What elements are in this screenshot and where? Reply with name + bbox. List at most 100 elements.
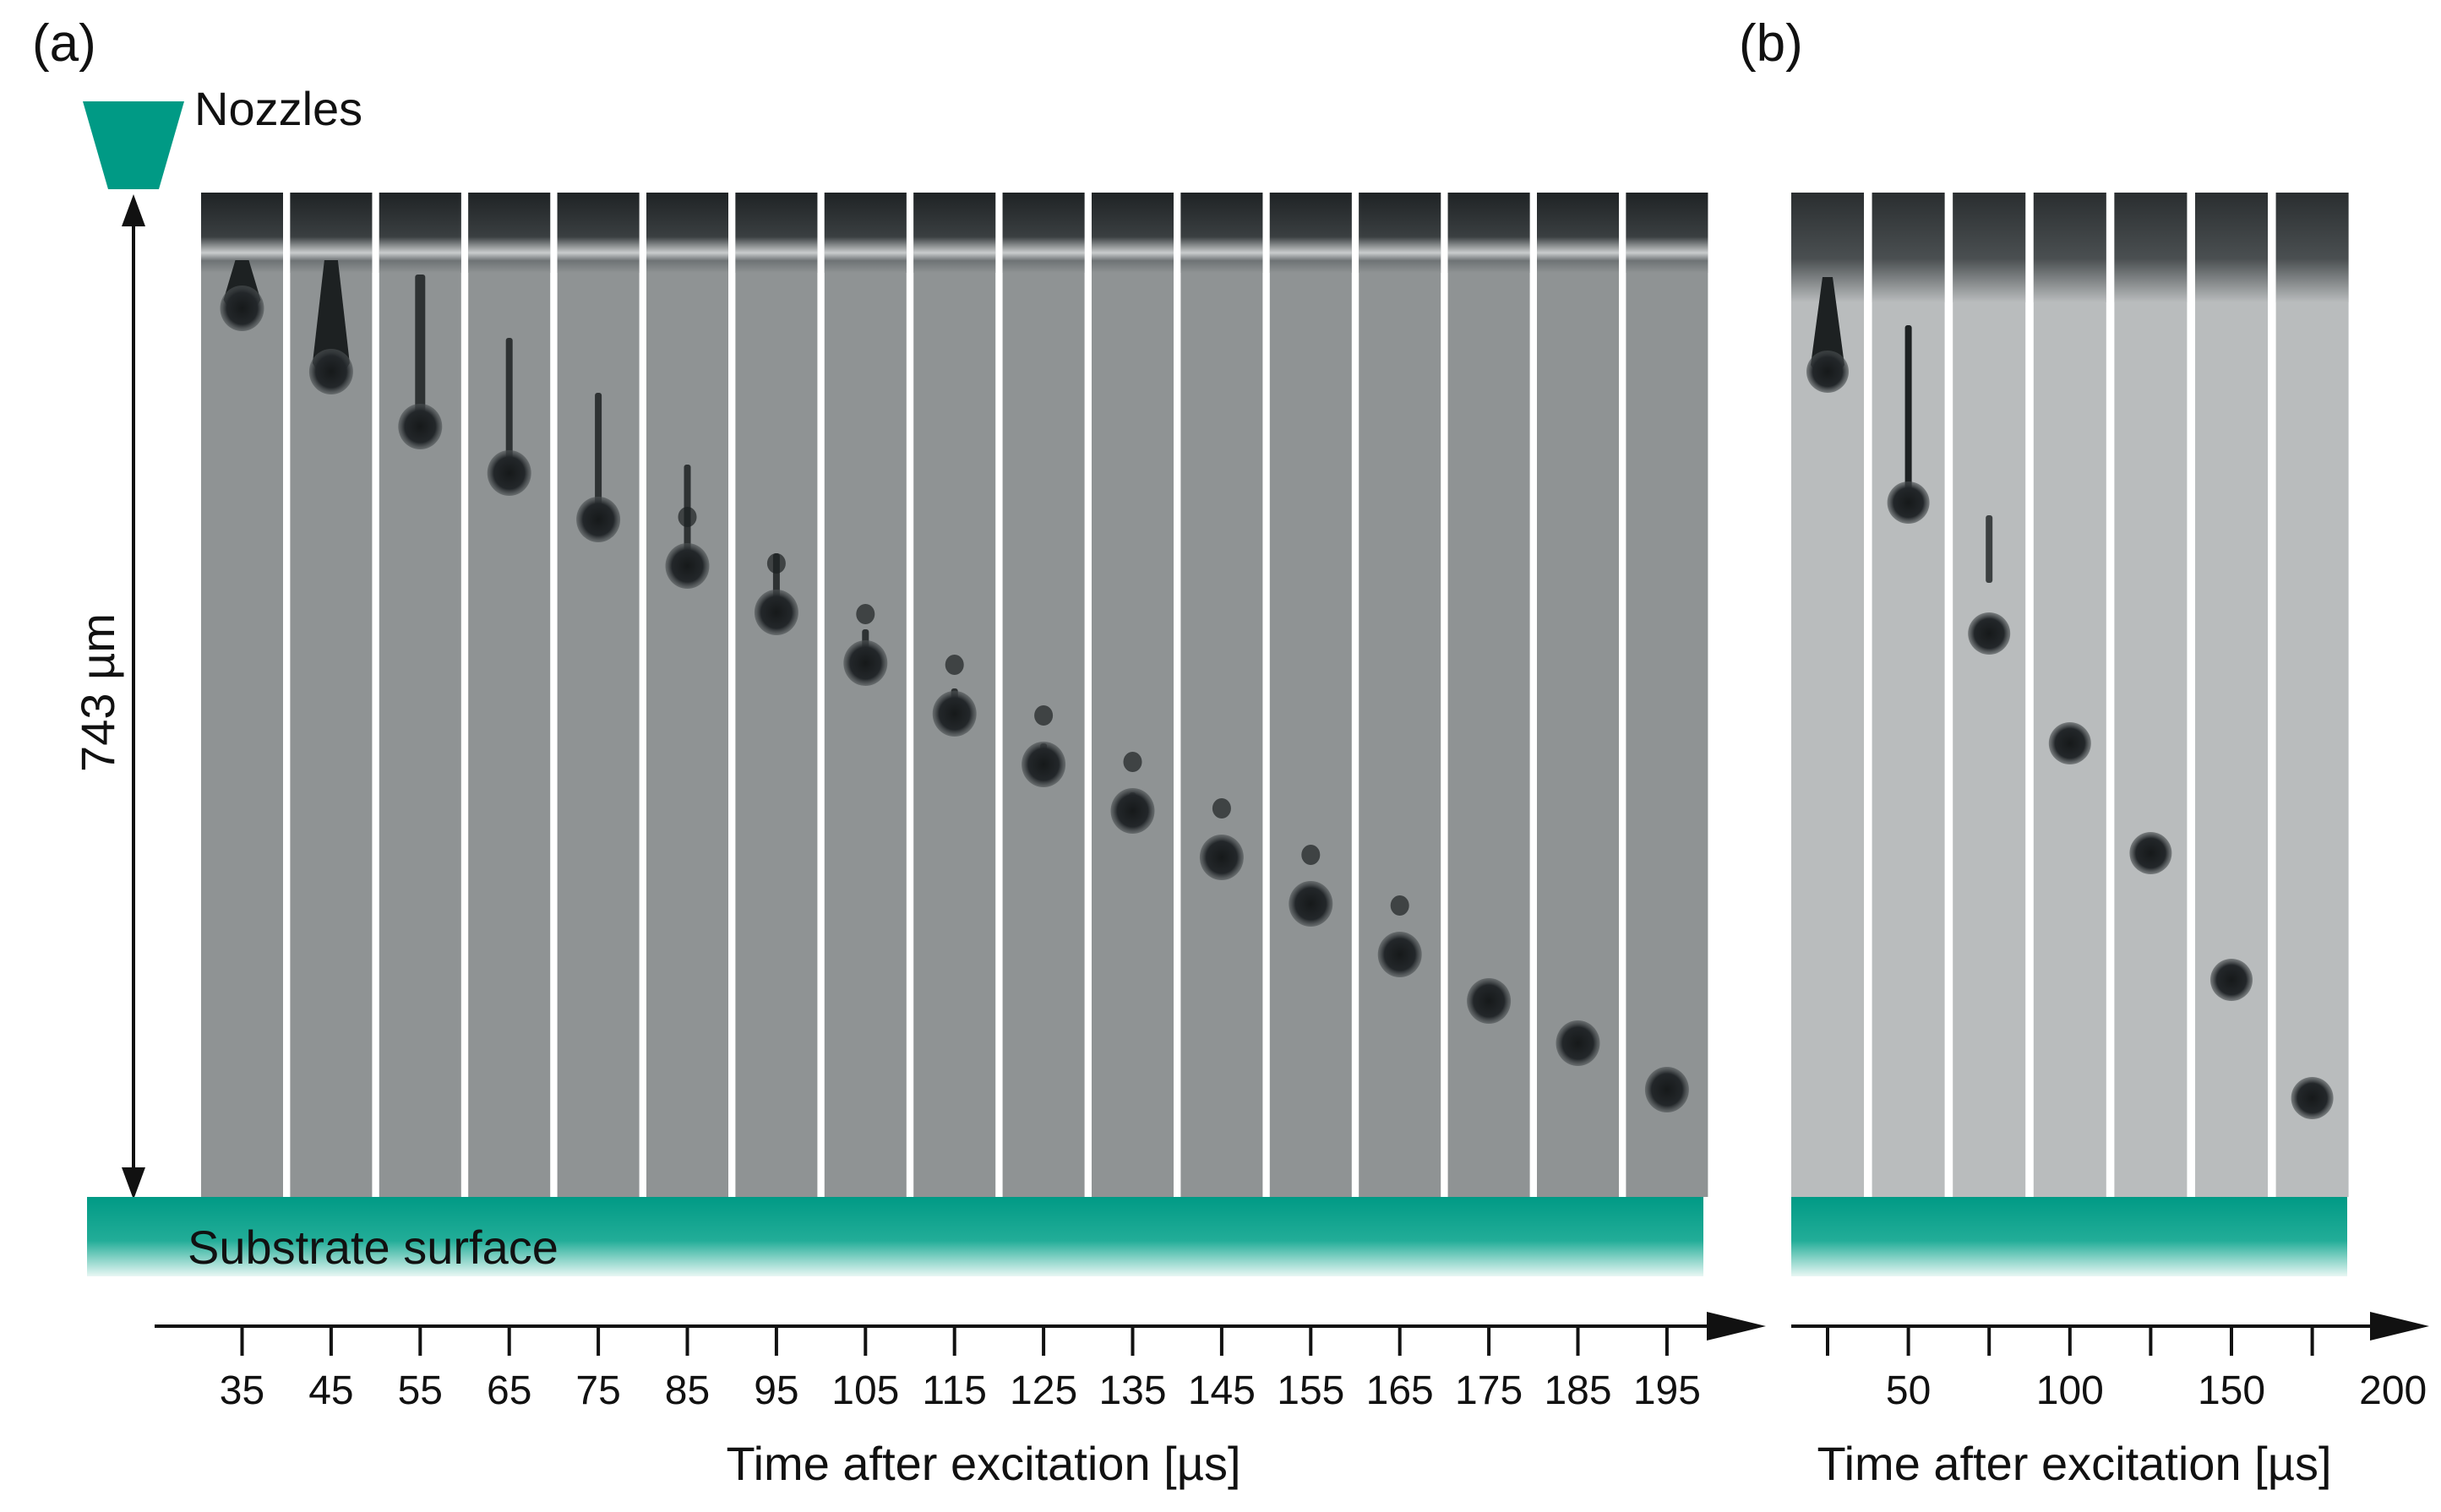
satellite-droplet bbox=[678, 507, 697, 527]
droplet bbox=[1644, 1067, 1689, 1112]
droplet bbox=[1110, 788, 1155, 834]
droplet-tail bbox=[505, 338, 513, 465]
frame-background bbox=[201, 193, 283, 1197]
droplet-neck bbox=[312, 260, 350, 379]
panel-b-ticks: 50 100 150 200 bbox=[1826, 1326, 2427, 1413]
nozzle-band bbox=[2033, 193, 2106, 302]
frame-a-65 bbox=[468, 193, 551, 1197]
nozzle-band bbox=[1872, 193, 1945, 302]
droplet bbox=[220, 286, 264, 331]
droplet bbox=[754, 590, 798, 635]
droplet bbox=[2291, 1077, 2334, 1119]
substrate-label: Substrate surface bbox=[188, 1221, 558, 1274]
frame-background bbox=[2275, 193, 2349, 1197]
frame-background bbox=[2195, 193, 2268, 1197]
time-axis-a-arrowhead bbox=[1707, 1312, 1766, 1341]
frame-b-125 bbox=[2114, 193, 2188, 1197]
frame-background bbox=[1269, 193, 1352, 1197]
droplet bbox=[1199, 835, 1244, 880]
panel-b-frames bbox=[1791, 193, 2349, 1197]
frame-background bbox=[2033, 193, 2106, 1197]
droplet bbox=[843, 640, 888, 686]
panel-a-xlabel: Time after excitation [µs] bbox=[726, 1437, 1240, 1490]
frame-a-185 bbox=[1537, 193, 1619, 1197]
droplet-tail bbox=[595, 393, 602, 511]
nozzle-band bbox=[290, 193, 373, 273]
nozzle-band bbox=[646, 193, 728, 273]
frame-a-45 bbox=[290, 193, 373, 1197]
nozzle-label: Nozzles bbox=[194, 82, 362, 135]
frame-a-195 bbox=[1626, 193, 1708, 1197]
frame-background bbox=[1180, 193, 1263, 1197]
frame-b-100 bbox=[2033, 193, 2106, 1197]
frame-a-35 bbox=[201, 193, 283, 1197]
frame-a-75 bbox=[557, 193, 640, 1197]
nozzle-band bbox=[2275, 193, 2349, 302]
tick-label: 95 bbox=[754, 1368, 798, 1413]
frame-background bbox=[1626, 193, 1708, 1197]
tick-label: 100 bbox=[2036, 1368, 2104, 1413]
frame-background bbox=[2114, 193, 2188, 1197]
droplet bbox=[2129, 832, 2172, 874]
panel-a-label: (a) bbox=[32, 14, 96, 73]
tick-label: 45 bbox=[308, 1368, 353, 1413]
frame-background bbox=[1359, 193, 1441, 1197]
frame-background bbox=[1002, 193, 1085, 1197]
nozzle-band bbox=[468, 193, 551, 273]
panel-b-label: (b) bbox=[1739, 14, 1803, 73]
droplet bbox=[1968, 612, 2011, 655]
frame-background bbox=[1092, 193, 1174, 1197]
tick-label: 145 bbox=[1188, 1368, 1256, 1413]
nozzle-band bbox=[2195, 193, 2268, 302]
frame-a-85 bbox=[646, 193, 728, 1197]
distance-arrow-head-up bbox=[122, 194, 145, 226]
frame-a-135 bbox=[1092, 193, 1174, 1197]
tick-label: 200 bbox=[2359, 1368, 2427, 1413]
tick-label: 165 bbox=[1366, 1368, 1434, 1413]
tick-label: 50 bbox=[1886, 1368, 1931, 1413]
frame-background bbox=[557, 193, 640, 1197]
distance-arrow-head-down bbox=[122, 1167, 145, 1199]
droplet bbox=[1467, 978, 1512, 1024]
tick-label: 115 bbox=[922, 1368, 987, 1413]
frame-b-50 bbox=[1872, 193, 1945, 1197]
nozzle-band bbox=[1180, 193, 1263, 273]
frame-a-105 bbox=[824, 193, 907, 1197]
tick-label: 185 bbox=[1544, 1368, 1611, 1413]
frame-a-95 bbox=[735, 193, 818, 1197]
droplet bbox=[1289, 881, 1333, 927]
tick-label: 85 bbox=[665, 1368, 710, 1413]
tick-label: 65 bbox=[487, 1368, 531, 1413]
frame-background bbox=[824, 193, 907, 1197]
nozzle-icon bbox=[83, 101, 184, 189]
time-axis-b-arrowhead bbox=[2370, 1312, 2429, 1341]
nozzle-band bbox=[1537, 193, 1619, 273]
droplet bbox=[665, 543, 710, 589]
droplet-tail bbox=[415, 275, 426, 418]
tick-label: 195 bbox=[1633, 1368, 1701, 1413]
tick-label: 75 bbox=[575, 1368, 620, 1413]
droplet bbox=[398, 404, 443, 449]
droplet bbox=[1556, 1020, 1600, 1066]
frame-background bbox=[1447, 193, 1530, 1197]
satellite-droplet bbox=[1390, 895, 1409, 916]
droplet bbox=[1887, 481, 1930, 524]
nozzle-band bbox=[1092, 193, 1174, 273]
nozzle-band bbox=[1953, 193, 2026, 302]
frame-b-25 bbox=[1791, 193, 1864, 1197]
satellite-droplet bbox=[1123, 752, 1142, 772]
nozzle-band bbox=[1626, 193, 1708, 273]
frame-background bbox=[1953, 193, 2026, 1197]
nozzle-band bbox=[557, 193, 640, 273]
frame-a-165 bbox=[1359, 193, 1441, 1197]
tick-label: 125 bbox=[1010, 1368, 1077, 1413]
frame-a-55 bbox=[379, 193, 461, 1197]
nozzle-band bbox=[735, 193, 818, 273]
droplet bbox=[1806, 351, 1849, 393]
substrate-b bbox=[1791, 1197, 2347, 1276]
nozzle-band bbox=[1447, 193, 1530, 273]
droplet bbox=[576, 497, 621, 542]
droplet bbox=[487, 450, 531, 496]
nozzle-band bbox=[379, 193, 461, 273]
panel-a-frames bbox=[201, 193, 1708, 1197]
